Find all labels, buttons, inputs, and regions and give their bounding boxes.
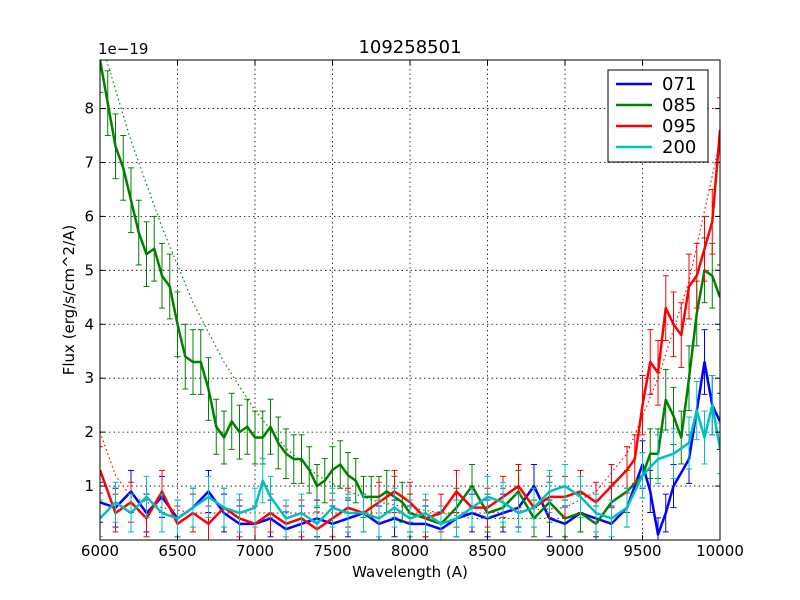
y-tick-label: 4 bbox=[84, 315, 94, 333]
chart-title: 109258501 bbox=[358, 37, 461, 58]
series-200 bbox=[100, 375, 720, 540]
y-tick-label: 1 bbox=[84, 477, 94, 495]
y-tick-label: 8 bbox=[84, 100, 94, 118]
y-tick-label: 2 bbox=[84, 423, 94, 441]
x-axis-label: Wavelength (A) bbox=[352, 563, 468, 581]
series-line-200 bbox=[100, 403, 720, 526]
y-tick-label: 7 bbox=[84, 153, 94, 171]
model-curve-085 bbox=[105, 60, 565, 520]
series-line-085 bbox=[100, 60, 720, 526]
legend-label-200: 200 bbox=[662, 137, 696, 158]
x-tick-label: 7000 bbox=[236, 542, 274, 560]
y-axis-label: Flux (erg/s/cm^2/A) bbox=[60, 225, 78, 376]
y-tick-label: 3 bbox=[84, 369, 94, 387]
legend-label-071: 071 bbox=[662, 74, 696, 95]
x-tick-label: 8500 bbox=[468, 542, 506, 560]
y-offset-label: 1e−19 bbox=[98, 40, 148, 58]
legend-label-095: 095 bbox=[662, 116, 696, 137]
x-tick-label: 6500 bbox=[158, 542, 196, 560]
model-curves bbox=[100, 60, 720, 520]
x-tick-label: 10000 bbox=[696, 542, 744, 560]
x-tick-label: 9000 bbox=[546, 542, 584, 560]
data-series bbox=[100, 60, 720, 540]
axis-ticks: 6000 6500 7000 7500 8000 8500 9000 9500 10000 1 2 3… bbox=[81, 60, 744, 560]
legend-label-085: 085 bbox=[662, 95, 696, 116]
x-tick-label: 7500 bbox=[313, 542, 351, 560]
y-tick-label: 6 bbox=[84, 207, 94, 225]
series-line-095 bbox=[100, 130, 720, 531]
series-line-071 bbox=[100, 360, 720, 536]
x-tick-label: 6000 bbox=[81, 542, 119, 560]
x-tick-label: 9500 bbox=[623, 542, 661, 560]
x-tick-label: 8000 bbox=[391, 542, 429, 560]
y-tick-label: 5 bbox=[84, 261, 94, 279]
